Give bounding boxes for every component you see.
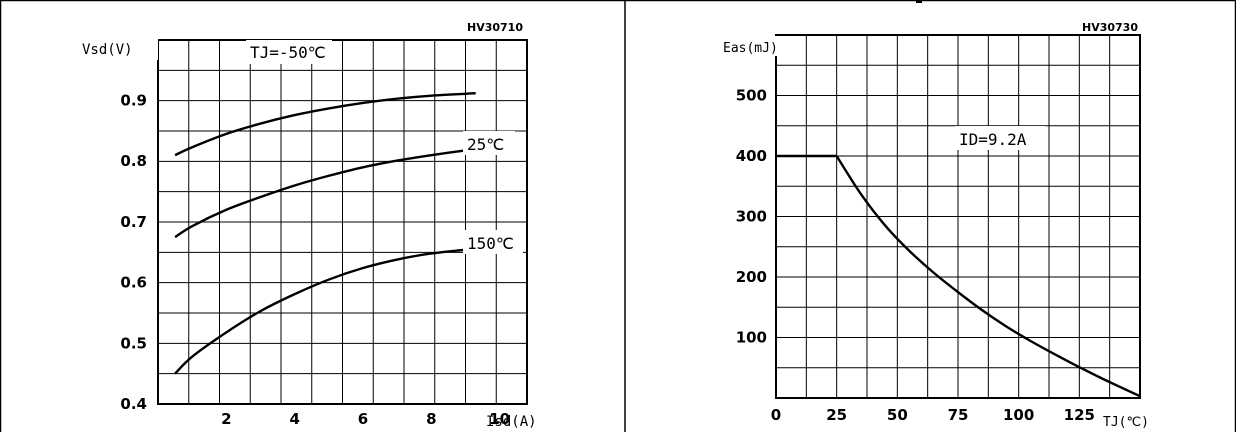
x-tick-label: 75 (948, 406, 969, 424)
y-tick-label: 200 (736, 268, 767, 286)
x-tick-label: 2 (221, 410, 231, 428)
curves (174, 92, 476, 375)
y-tick-label: 0.4 (120, 395, 147, 413)
plot-grid (775, 34, 1141, 399)
x-axis-label: TJ(℃) (1103, 415, 1149, 430)
figure-code: HV30730 (1082, 21, 1138, 34)
y-tick-label: 500 (736, 87, 767, 105)
curve-label-box (463, 230, 523, 254)
y-axis-label-box (722, 36, 778, 56)
top-strip-mark (916, 0, 922, 3)
y-tick-label: 0.9 (120, 92, 147, 110)
x-tick-label: 25 (826, 406, 847, 424)
y-tick-label: 0.5 (120, 334, 147, 352)
series-line (174, 247, 476, 375)
x-tick-label: 4 (289, 410, 299, 428)
curve-label-id: ID=9.2A (959, 130, 1027, 149)
series-line (835, 155, 1141, 398)
y-tick-label: 300 (736, 208, 767, 226)
curves (776, 154, 1141, 398)
x-tick-label: 125 (1064, 406, 1095, 424)
series-line (174, 92, 476, 157)
x-tick-label: 50 (887, 406, 908, 424)
plot-grid (157, 39, 528, 405)
y-tick-label: 0.6 (120, 274, 147, 292)
curve-label-tj-minus50: TJ=-50℃ (250, 43, 326, 62)
curve-label-150c: 150℃ (467, 234, 514, 253)
x-tick-label: 8 (426, 410, 436, 428)
curve-label-box (955, 126, 1045, 150)
curve-label-25c: 25℃ (467, 135, 504, 154)
x-tick-label: 100 (1003, 406, 1034, 424)
x-axis-ticks: 0 25 50 75 100 125 (771, 406, 1095, 424)
x-tick-label: 10 (489, 410, 510, 428)
y-tick-label: 400 (736, 147, 767, 165)
series-line (174, 147, 476, 239)
x-tick-label: 6 (358, 410, 368, 428)
y-axis-label: Eas(mJ) (723, 41, 778, 56)
y-tick-label: 0.8 (120, 152, 147, 170)
y-axis-label: Vsd(V) (82, 42, 133, 58)
y-axis-ticks: 100 200 300 400 500 (736, 87, 767, 347)
chart-eas-vs-tj: HV30730 100 200 300 400 500 0 25 50 75 100 125 Ea… (722, 21, 1149, 430)
x-tick-label: 0 (771, 406, 781, 424)
y-axis-label-box (80, 38, 158, 60)
curve-label-box (246, 40, 332, 64)
x-axis-label: Isd(A) (486, 414, 537, 430)
figure-code: HV30710 (467, 21, 523, 34)
x-axis-ticks: 2 4 6 8 10 (221, 410, 510, 428)
y-axis-ticks: 0.4 0.5 0.6 0.7 0.8 0.9 (120, 92, 147, 414)
y-tick-label: 100 (736, 329, 767, 347)
y-tick-label: 0.7 (120, 213, 147, 231)
curve-label-box (463, 131, 515, 155)
chart-vsd-vs-isd: HV30710 0.4 0.5 0.6 0.7 0.8 0.9 2 4 6 8 10 Vsd(V)… (80, 21, 537, 430)
